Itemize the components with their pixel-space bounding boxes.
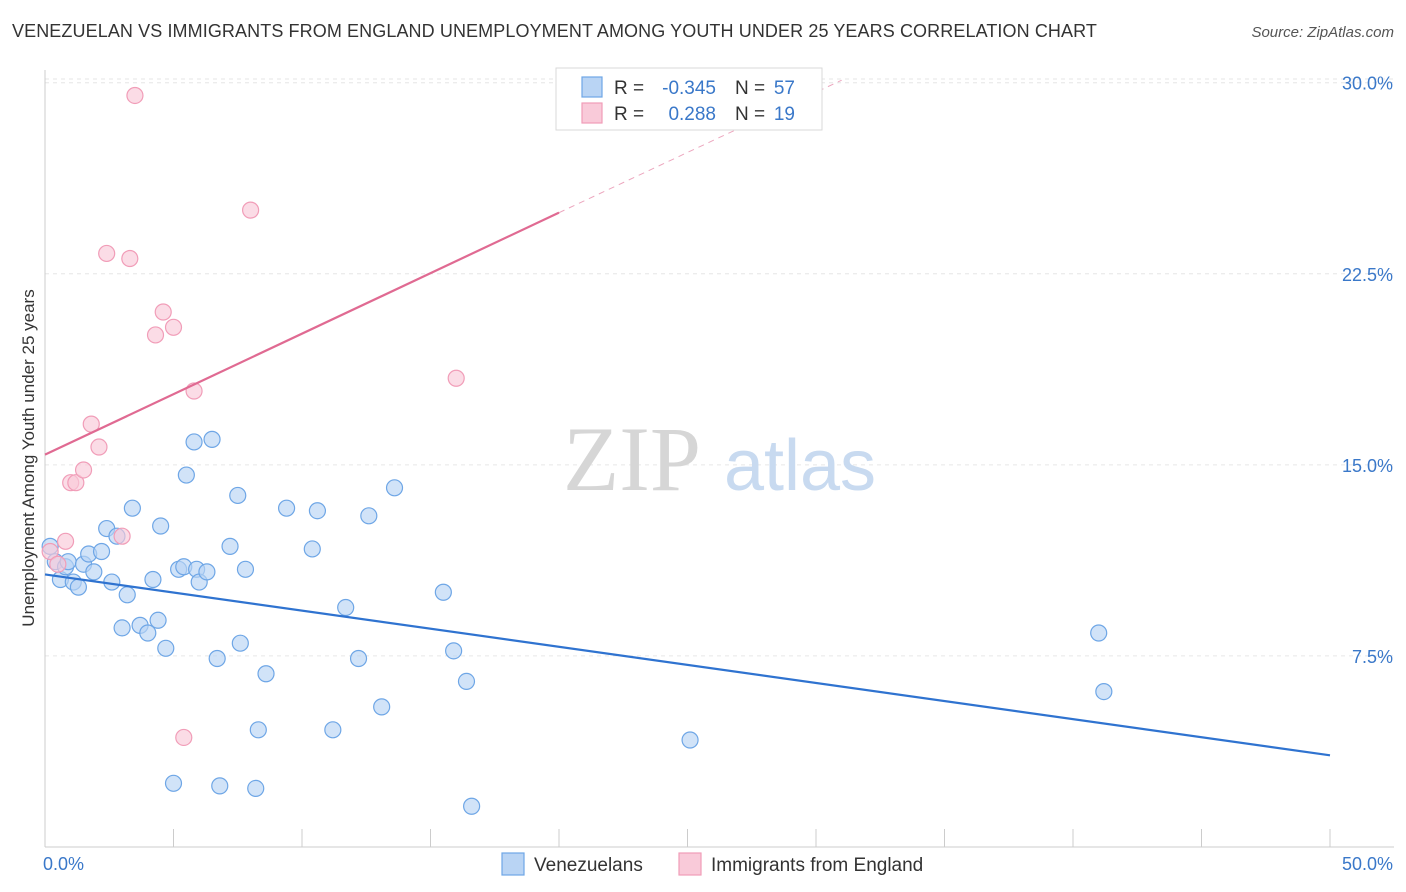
- legend-n-value-1: 57: [774, 78, 795, 99]
- legend-n-label-1: N =: [735, 78, 765, 99]
- point-venezuelans: [277, 499, 296, 517]
- point-venezuelans: [185, 433, 203, 451]
- legend-n-value-2: 19: [774, 104, 795, 125]
- legend-swatch-england: [581, 102, 603, 124]
- legend-r-label-2: R =: [614, 104, 644, 125]
- point-england: [67, 474, 85, 492]
- point-venezuelans: [681, 731, 699, 749]
- bottom-legend-venezuelans: Venezuelans: [534, 855, 643, 876]
- axes: [44, 70, 1394, 848]
- point-venezuelans: [139, 624, 157, 642]
- x-tick-labels: 0.0% 50.0%: [43, 854, 1393, 874]
- point-england: [242, 201, 260, 219]
- point-england: [98, 244, 116, 263]
- point-venezuelans: [211, 777, 229, 795]
- point-venezuelans: [445, 642, 463, 660]
- y-tick-label: 30.0%: [1342, 74, 1393, 94]
- legend-n-label-2: N =: [735, 104, 765, 125]
- point-venezuelans: [149, 611, 167, 629]
- point-england: [164, 318, 183, 336]
- trend-line-england-extension: [558, 79, 842, 214]
- point-england: [49, 555, 67, 573]
- point-venezuelans: [303, 540, 321, 558]
- point-venezuelans: [177, 466, 195, 484]
- point-venezuelans: [457, 672, 476, 691]
- legend-r-value-1: -0.345: [662, 78, 716, 99]
- point-venezuelans: [221, 537, 239, 555]
- watermark: ZIP atlas: [563, 408, 876, 510]
- trend-line-england: [44, 211, 560, 456]
- point-venezuelans: [164, 774, 183, 792]
- point-venezuelans: [144, 570, 162, 589]
- bottom-legend-swatch-venezuelans: [501, 852, 525, 876]
- point-venezuelans: [208, 649, 226, 668]
- point-venezuelans: [373, 698, 391, 716]
- legend-r-value-2: 0.288: [668, 104, 716, 125]
- point-venezuelans: [157, 639, 175, 657]
- trend-line-venezuelans: [44, 573, 1331, 757]
- point-venezuelans: [308, 502, 327, 520]
- point-venezuelans: [92, 542, 111, 561]
- point-venezuelans: [229, 486, 247, 505]
- point-venezuelans: [1090, 624, 1108, 642]
- point-england: [121, 249, 139, 268]
- point-venezuelans: [231, 634, 249, 652]
- y-tick-label: 22.5%: [1342, 265, 1393, 285]
- trend-lines: [44, 79, 1331, 757]
- chart-title: VENEZUELAN VS IMMIGRANTS FROM ENGLAND UN…: [12, 21, 1098, 41]
- point-england: [146, 326, 165, 344]
- bottom-legend-swatch-england: [678, 852, 702, 876]
- chart-source: Source: ZipAtlas.com: [1251, 24, 1394, 41]
- watermark-zip: ZIP: [563, 408, 701, 510]
- x-tick-label: 50.0%: [1342, 854, 1393, 874]
- point-england: [154, 303, 172, 321]
- watermark-atlas: atlas: [724, 426, 876, 506]
- point-venezuelans: [113, 619, 131, 637]
- point-venezuelans: [69, 578, 88, 596]
- point-venezuelans: [463, 797, 481, 815]
- y-tick-label: 15.0%: [1342, 456, 1393, 476]
- point-venezuelans: [434, 583, 452, 601]
- point-venezuelans: [385, 479, 404, 497]
- bottom-legend-england: Immigrants from England: [711, 855, 923, 876]
- y-tick-label: 7.5%: [1352, 647, 1393, 667]
- point-venezuelans: [247, 779, 265, 798]
- point-england: [74, 461, 93, 479]
- y-tick-labels: 7.5% 15.0% 22.5% 30.0%: [1342, 74, 1393, 667]
- point-venezuelans: [118, 586, 136, 604]
- legend-swatch-venezuelans: [581, 76, 603, 98]
- correlation-legend: R = -0.345 N = 57 R = 0.288 N = 19: [555, 67, 823, 131]
- point-venezuelans: [85, 563, 103, 581]
- y-axis-label: Unemployment Among Youth under 25 years: [19, 289, 38, 626]
- point-venezuelans: [360, 507, 378, 525]
- legend-r-label-1: R =: [614, 78, 644, 99]
- point-venezuelans: [198, 563, 216, 581]
- point-england: [56, 532, 75, 550]
- x-tick-label: 0.0%: [43, 854, 84, 874]
- point-england: [175, 728, 193, 747]
- series-legend: Venezuelans Immigrants from England: [501, 852, 923, 876]
- point-venezuelans: [324, 721, 342, 739]
- point-venezuelans: [203, 430, 221, 448]
- point-venezuelans: [152, 517, 170, 535]
- point-england: [447, 369, 465, 387]
- point-england: [126, 86, 144, 105]
- point-england: [90, 438, 108, 456]
- point-venezuelans: [249, 721, 267, 739]
- point-venezuelans: [257, 665, 275, 683]
- point-england: [41, 542, 59, 561]
- point-venezuelans: [349, 649, 368, 668]
- point-england: [113, 527, 131, 545]
- point-venezuelans: [123, 499, 141, 517]
- data-points: [41, 86, 1113, 815]
- point-venezuelans: [236, 560, 255, 578]
- point-venezuelans: [337, 598, 355, 617]
- point-venezuelans: [1095, 682, 1113, 701]
